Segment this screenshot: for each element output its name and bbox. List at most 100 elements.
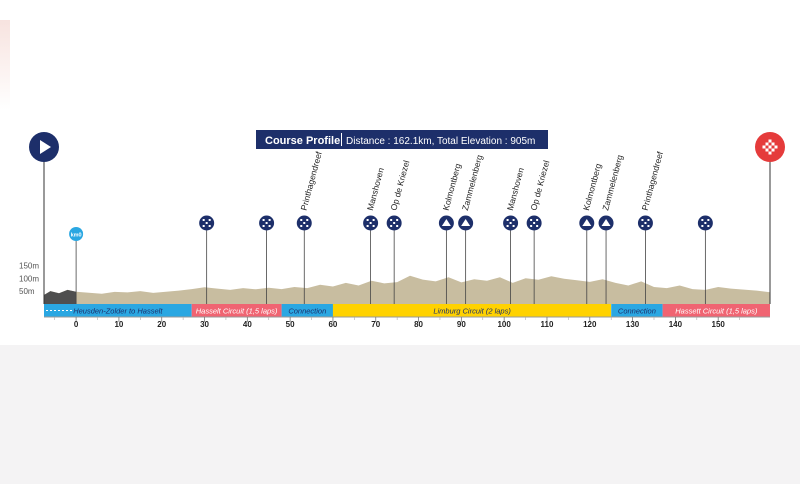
- checkered-flag-icon: [765, 148, 769, 152]
- segment-block: [44, 304, 192, 317]
- flag-icon: [533, 222, 536, 224]
- x-tick-label: 30: [200, 320, 209, 329]
- flag-icon: [701, 219, 704, 221]
- flag-icon: [372, 225, 375, 227]
- flag-icon: [303, 222, 306, 224]
- flag-icon: [208, 225, 211, 227]
- flag-icon: [396, 219, 399, 221]
- flag-icon: [268, 225, 271, 227]
- x-tick-label: 60: [328, 320, 337, 329]
- checkered-flag-icon: [768, 145, 772, 149]
- flag-icon: [262, 219, 265, 221]
- flag-icon: [536, 219, 539, 221]
- flag-icon: [202, 219, 205, 221]
- x-tick-label: 100: [497, 320, 511, 329]
- header-banner: Course Profile Distance : 162.1km, Total…: [256, 130, 548, 149]
- segment-block: [611, 304, 663, 317]
- footer-band: [0, 345, 800, 484]
- edge-decoration: [0, 20, 10, 110]
- location-label: Op de Kriezel: [388, 159, 411, 211]
- flag-icon: [506, 225, 509, 227]
- flag-icon: [644, 222, 647, 224]
- play-arrow-icon: [40, 140, 51, 154]
- flag-icon: [268, 219, 271, 221]
- location-label: Printhagendreef: [299, 150, 324, 212]
- flag-icon: [390, 219, 393, 221]
- location-label: Zammelenberg: [460, 153, 485, 211]
- flag-icon: [530, 219, 533, 221]
- elevation-area: [44, 275, 770, 304]
- flag-icon: [205, 222, 208, 224]
- y-tick-label: 100m: [19, 274, 39, 283]
- header-stats: Distance : 162.1km, Total Elevation : 90…: [346, 136, 535, 147]
- y-tick-label: 150m: [19, 261, 39, 270]
- km0-label: km0: [71, 233, 82, 239]
- segment-block: [332, 304, 612, 317]
- flag-icon: [265, 222, 268, 224]
- x-tick-label: 0: [74, 320, 79, 329]
- flag-icon: [509, 222, 512, 224]
- flag-icon: [530, 225, 533, 227]
- location-label: Printhagendreef: [640, 150, 665, 212]
- flag-icon: [300, 219, 303, 221]
- header-divider: [341, 133, 342, 146]
- mountain-icon: [441, 219, 451, 226]
- checkered-flag-icon: [765, 142, 769, 146]
- x-tick-label: 80: [414, 320, 423, 329]
- y-tick-label: 50m: [19, 287, 35, 296]
- flag-icon: [707, 219, 710, 221]
- checkered-flag-icon: [768, 151, 772, 155]
- flag-icon: [306, 219, 309, 221]
- flag-icon: [390, 225, 393, 227]
- segment-block: [281, 304, 333, 317]
- x-tick-label: 50: [286, 320, 295, 329]
- segment-bar: Heusden-Zolder to Hasselt Hasselt Circuit…: [44, 304, 770, 317]
- checkered-flag-icon: [768, 139, 772, 143]
- flag-icon: [366, 219, 369, 221]
- elevation-area-start: [44, 289, 77, 304]
- segment-label: Hasselt Circuit (1,5 laps): [196, 307, 278, 316]
- x-tick-label: 90: [457, 320, 466, 329]
- x-tick-label: 140: [669, 320, 683, 329]
- flag-icon: [372, 219, 375, 221]
- segment-label: Limburg Circuit (2 laps): [433, 307, 511, 316]
- segment-label: Connection: [618, 307, 656, 316]
- header-title: Course Profile: [265, 135, 340, 147]
- flag-icon: [366, 225, 369, 227]
- flag-icon: [393, 222, 396, 224]
- flag-icon: [512, 225, 515, 227]
- x-tick-label: 70: [371, 320, 380, 329]
- terrain-layer: [44, 275, 770, 304]
- flag-icon: [641, 219, 644, 221]
- header-background: [256, 130, 548, 149]
- flag-icon: [641, 225, 644, 227]
- flag-icon: [208, 219, 211, 221]
- location-label: Manshoven: [505, 166, 526, 211]
- flag-icon: [300, 225, 303, 227]
- flag-icon: [396, 225, 399, 227]
- segment-block: [662, 304, 770, 317]
- flag-icon: [306, 225, 309, 227]
- location-label: Manshoven: [365, 166, 386, 211]
- flag-icon: [202, 225, 205, 227]
- segment-label: Heusden-Zolder to Hasselt: [73, 307, 163, 316]
- mountain-icon: [461, 219, 471, 226]
- checkered-flag-icon: [774, 145, 778, 149]
- mountain-icon: [601, 219, 611, 226]
- segment-label: Connection: [288, 307, 326, 316]
- flag-icon: [262, 225, 265, 227]
- location-label: Kolmontberg: [441, 162, 463, 211]
- flag-icon: [536, 225, 539, 227]
- checkered-flag-icon: [762, 145, 766, 149]
- flag-icon: [701, 225, 704, 227]
- segment-block: [191, 304, 282, 317]
- x-tick-label: 120: [583, 320, 597, 329]
- x-tick-label: 20: [157, 320, 166, 329]
- x-tick-label: 130: [626, 320, 640, 329]
- checkered-flag-icon: [771, 142, 775, 146]
- x-tick-label: 110: [541, 320, 554, 329]
- flag-icon: [506, 219, 509, 221]
- location-label: Zammelenberg: [600, 153, 625, 211]
- flag-icon: [512, 219, 515, 221]
